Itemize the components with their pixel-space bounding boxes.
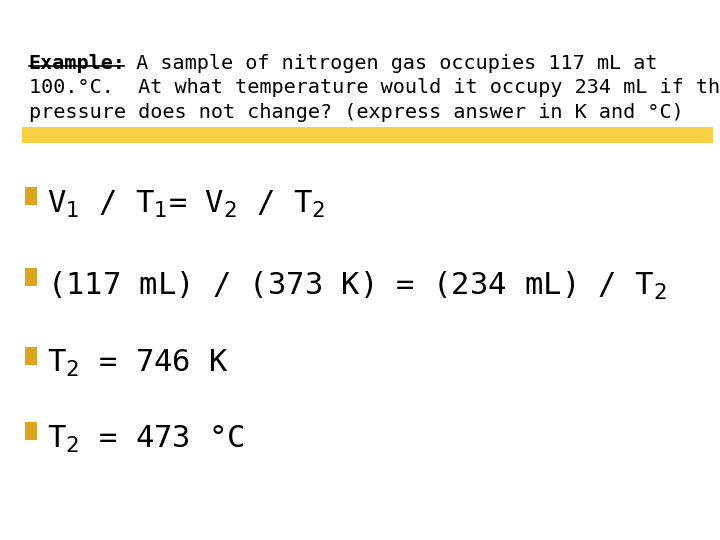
Text: T$_2$ = 746 K: T$_2$ = 746 K	[47, 348, 229, 380]
Text: T$_2$ = 473 °C: T$_2$ = 473 °C	[47, 424, 245, 455]
Text: V$_1$ / T$_1$= V$_2$ / T$_2$: V$_1$ / T$_1$= V$_2$ / T$_2$	[47, 189, 325, 220]
Bar	[25, 187, 37, 205]
Bar	[25, 268, 37, 286]
Text: 100.°C.  At what temperature would it occupy 234 mL if the: 100.°C. At what temperature would it occ…	[29, 78, 720, 97]
Bar	[25, 347, 37, 364]
Text: A sample of nitrogen gas occupies 117 mL at: A sample of nitrogen gas occupies 117 mL…	[124, 54, 657, 73]
Text: Example:: Example:	[29, 54, 126, 73]
Text: (117 mL) / (373 K) = (234 mL) / T$_2$: (117 mL) / (373 K) = (234 mL) / T$_2$	[47, 270, 667, 302]
FancyBboxPatch shape	[22, 127, 713, 143]
Text: pressure does not change? (express answer in K and °C): pressure does not change? (express answe…	[29, 103, 683, 122]
Bar	[25, 422, 37, 440]
